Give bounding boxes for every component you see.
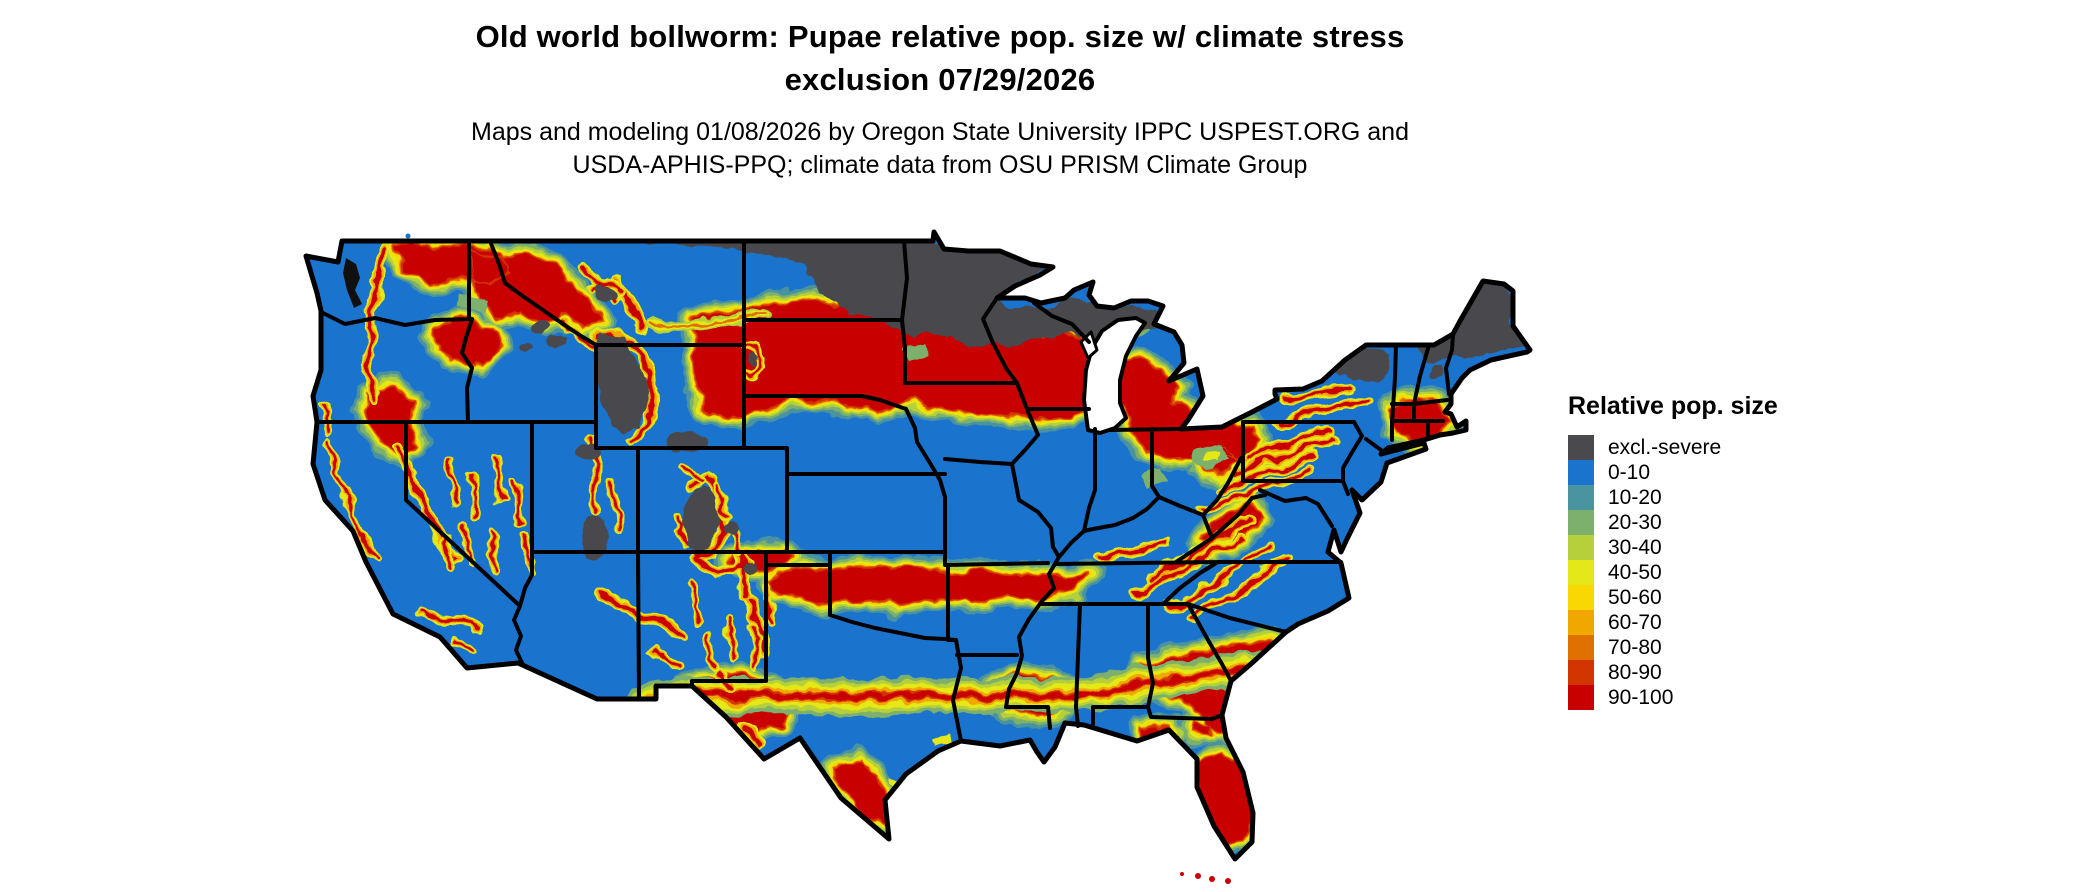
legend-label: 50-60 (1608, 586, 1662, 609)
legend-label: 10-20 (1608, 486, 1662, 509)
legend: Relative pop. size excl.-severe 0-10 10-20… (1568, 392, 1778, 710)
legend-label: 60-70 (1608, 611, 1662, 634)
legend-swatch (1568, 610, 1594, 635)
legend-swatch (1568, 535, 1594, 560)
legend-item: excl.-severe (1568, 435, 1778, 460)
us-choropleth-map (300, 228, 1550, 884)
legend-item: 20-30 (1568, 510, 1778, 535)
legend-swatch (1568, 460, 1594, 485)
legend-item: 30-40 (1568, 535, 1778, 560)
map-subtitle: Maps and modeling 01/08/2026 by Oregon S… (0, 116, 1880, 182)
map-figure (300, 228, 1550, 892)
legend-swatch (1568, 560, 1594, 585)
legend-swatch (1568, 635, 1594, 660)
legend-label: 90-100 (1608, 686, 1674, 709)
legend-swatch (1568, 585, 1594, 610)
legend-swatch (1568, 510, 1594, 535)
legend-label: 70-80 (1608, 636, 1662, 659)
legend-label: 0-10 (1608, 461, 1651, 484)
legend-item: 50-60 (1568, 585, 1778, 610)
puget-sound (343, 258, 362, 308)
legend-swatch (1568, 485, 1594, 510)
legend-swatch (1568, 685, 1594, 710)
legend-item: 0-10 (1568, 460, 1778, 485)
map-title-line1: Old world bollworm: Pupae relative pop. … (475, 19, 1405, 54)
state-borders (315, 239, 1455, 743)
map-subtitle-line1: Maps and modeling 01/08/2026 by Oregon S… (471, 117, 1409, 146)
legend-label: 80-90 (1608, 661, 1662, 684)
legend-swatch (1568, 435, 1594, 460)
legend-label: 40-50 (1608, 561, 1662, 584)
legend-item: 40-50 (1568, 560, 1778, 585)
map-title: Old world bollworm: Pupae relative pop. … (0, 16, 1880, 102)
legend-item: 70-80 (1568, 635, 1778, 660)
map-artifact-dot (405, 233, 411, 239)
legend-label: excl.-severe (1608, 436, 1722, 459)
great-lakes (1079, 316, 1147, 435)
legend-item: 80-90 (1568, 660, 1778, 685)
map-subtitle-line2: USDA-APHIS-PPQ; climate data from OSU PR… (572, 150, 1308, 179)
legend-items: excl.-severe 0-10 10-20 20-30 30-40 40-50 50-6… (1568, 435, 1778, 710)
legend-swatch (1568, 660, 1594, 685)
legend-item: 60-70 (1568, 610, 1778, 635)
header: Old world bollworm: Pupae relative pop. … (0, 16, 1880, 182)
legend-title: Relative pop. size (1568, 392, 1778, 420)
legend-label: 20-30 (1608, 511, 1662, 534)
legend-item: 90-100 (1568, 685, 1778, 710)
map-raster-layers (306, 232, 1530, 859)
florida-keys-dots (1180, 872, 1231, 884)
map-title-line2: exclusion 07/29/2026 (784, 61, 1096, 97)
legend-label: 30-40 (1608, 536, 1662, 559)
legend-item: 10-20 (1568, 485, 1778, 510)
